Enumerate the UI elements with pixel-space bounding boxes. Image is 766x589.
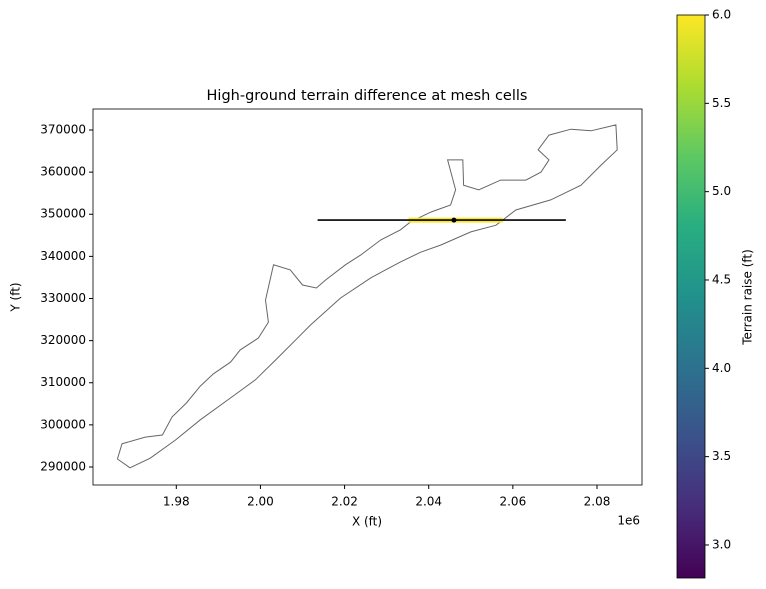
y-tick-label: 290000: [40, 459, 86, 473]
colorbar: [676, 14, 706, 579]
colorbar-tick-label: 3.5: [712, 449, 731, 463]
x-tick-label: 2.00: [247, 495, 274, 509]
x-tick-label: 2.06: [499, 495, 526, 509]
colorbar-tick-label: 5.5: [712, 96, 731, 110]
y-tick-label: 340000: [40, 249, 86, 263]
x-tick-label: 2.02: [331, 495, 358, 509]
point: [451, 217, 457, 223]
y-tick-label: 370000: [40, 122, 86, 136]
colorbar-tick-label: 4.0: [712, 361, 731, 375]
x-axis-label: X (ft): [352, 515, 382, 529]
y-tick-label: 300000: [40, 417, 86, 431]
colorbar-label: Terrain raise (ft): [741, 249, 755, 346]
x-offset-label: 1e6: [617, 514, 640, 528]
colorbar-tick-label: 3.0: [712, 537, 731, 551]
y-axis-label: Y (ft): [9, 282, 23, 312]
y-tick-label: 320000: [40, 333, 86, 347]
x-tick-label: 2.08: [584, 495, 611, 509]
x-tick-label: 2.04: [415, 495, 442, 509]
x-tick-label: 1.98: [163, 495, 190, 509]
colorbar-tick-label: 5.0: [712, 184, 731, 198]
y-tick-label: 350000: [40, 207, 86, 221]
domain-outline: [116, 124, 618, 469]
y-tick-label: 330000: [40, 291, 86, 305]
colorbar-tick-label: 4.5: [712, 272, 731, 286]
chart-title: High-ground terrain difference at mesh c…: [207, 88, 528, 104]
y-tick-label: 360000: [40, 165, 86, 179]
colorbar-tick-label: 6.0: [712, 8, 731, 22]
y-tick-label: 310000: [40, 375, 86, 389]
axes-frame: [92, 108, 643, 486]
